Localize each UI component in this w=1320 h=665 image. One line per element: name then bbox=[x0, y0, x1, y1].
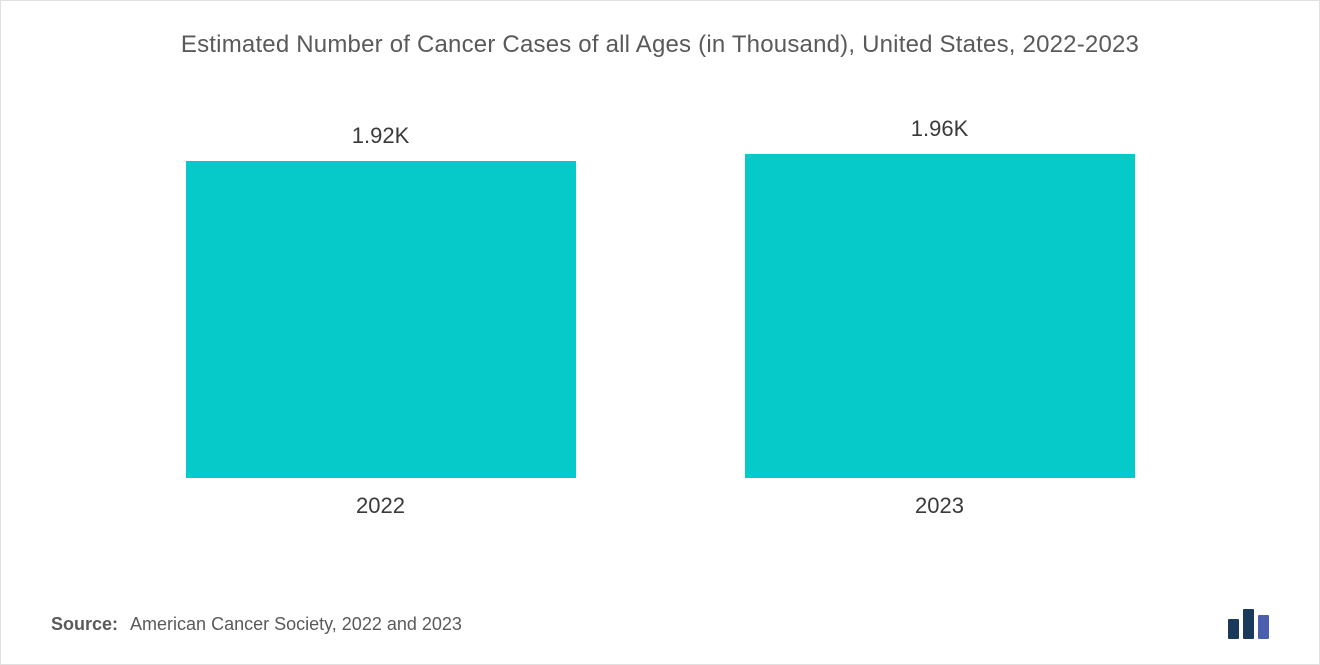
bar-value-label-0: 1.92K bbox=[352, 123, 410, 149]
logo-bar-2 bbox=[1258, 615, 1269, 639]
source-row: Source: American Cancer Society, 2022 an… bbox=[51, 609, 1269, 639]
chart-container: Estimated Number of Cancer Cases of all … bbox=[0, 0, 1320, 665]
logo-bar-1 bbox=[1243, 609, 1254, 639]
bar-group-1: 1.96K 2023 bbox=[745, 116, 1135, 519]
brand-logo bbox=[1228, 609, 1269, 639]
bar-value-label-1: 1.96K bbox=[911, 116, 969, 142]
chart-title: Estimated Number of Cancer Cases of all … bbox=[51, 31, 1269, 59]
category-label-1: 2023 bbox=[915, 493, 964, 519]
source-text: Source: American Cancer Society, 2022 an… bbox=[51, 614, 462, 635]
source-citation: American Cancer Society, 2022 and 2023 bbox=[130, 614, 462, 634]
source-label: Source: bbox=[51, 614, 118, 634]
bar-group-0: 1.92K 2022 bbox=[186, 123, 576, 519]
bar-1 bbox=[745, 154, 1135, 478]
category-label-0: 2022 bbox=[356, 493, 405, 519]
bar-0 bbox=[186, 161, 576, 478]
logo-bar-0 bbox=[1228, 619, 1239, 639]
chart-plot-area: 1.92K 2022 1.96K 2023 bbox=[51, 119, 1269, 519]
